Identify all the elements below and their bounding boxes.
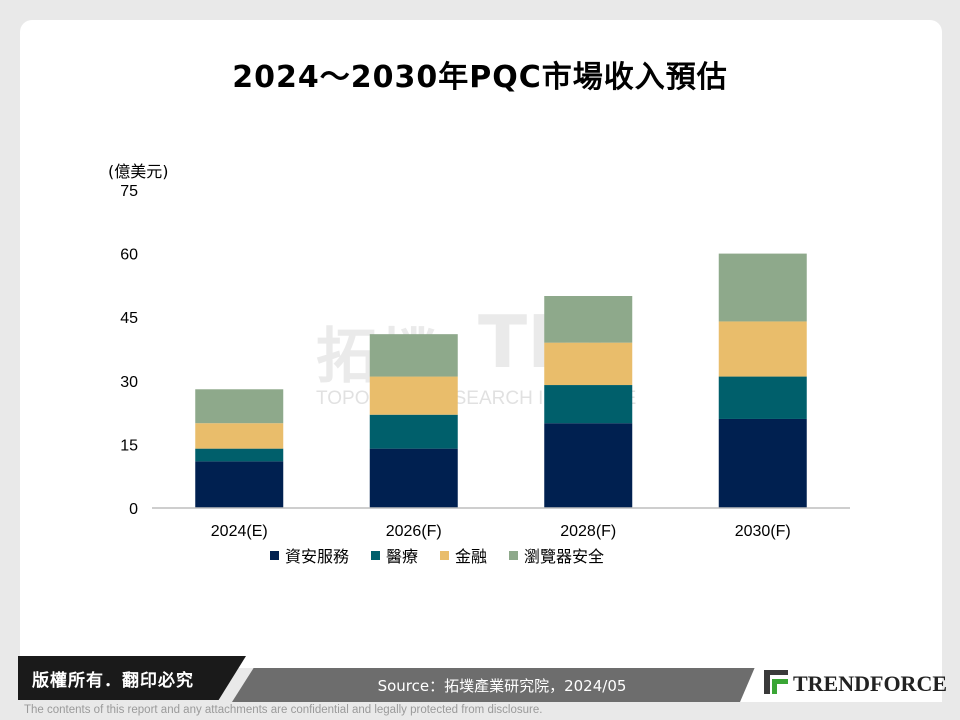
x-tick-label: 2030(F) — [735, 523, 791, 540]
legend-swatch — [440, 550, 450, 560]
legend-swatch — [509, 550, 519, 560]
x-tick-label: 2028(F) — [560, 523, 616, 540]
source-banner: Source：拓墣產業研究院，2024/05 — [232, 668, 772, 702]
bar-segment — [544, 296, 633, 343]
y-tick-label: 45 — [120, 310, 138, 327]
legend-item-browser-security: 瀏覽器安全 — [509, 543, 604, 567]
copyright-banner: 版權所有．翻印必究 — [18, 656, 246, 700]
bar-segment — [369, 376, 458, 415]
disclaimer-text: The contents of this report and any atta… — [24, 704, 543, 716]
legend-item-healthcare: 醫療 — [371, 543, 418, 567]
bar-segment — [195, 423, 284, 449]
trendforce-logo-icon — [764, 670, 788, 694]
bar-segment — [544, 423, 633, 508]
legend-label: 醫療 — [386, 547, 419, 566]
bar-segment — [195, 448, 284, 462]
bar-segment — [369, 334, 458, 377]
y-tick-label: 0 — [129, 501, 138, 518]
bar-segment — [369, 414, 458, 449]
bar-segment — [195, 461, 284, 508]
trendforce-logo-text: TRENDFORCE — [793, 671, 948, 696]
legend-item-finance: 金融 — [440, 543, 487, 567]
bar-segment — [544, 385, 633, 424]
bar-segment — [718, 418, 807, 508]
y-tick-label: 60 — [120, 247, 138, 264]
y-tick-label: 30 — [120, 374, 138, 391]
y-tick-label: 15 — [120, 437, 138, 454]
bar-segment — [718, 253, 807, 322]
chart-legend: 資安服務 醫療 金融 瀏覽器安全 — [270, 543, 604, 567]
legend-label: 金融 — [455, 547, 488, 566]
legend-swatch — [371, 550, 381, 560]
x-tick-label: 2026(F) — [386, 523, 442, 540]
bar-segment — [718, 321, 807, 377]
legend-swatch — [270, 550, 279, 560]
y-axis-unit-label: (億美元) — [108, 162, 169, 181]
legend-label: 資安服務 — [285, 547, 350, 566]
chart-title: 2024～2030年PQC市場收入預估 — [232, 60, 728, 95]
x-tick-label: 2024(E) — [211, 523, 268, 540]
legend-label: 瀏覽器安全 — [524, 547, 605, 566]
bar-segment — [195, 389, 284, 424]
bar-segment — [369, 448, 458, 508]
bar-segment — [718, 376, 807, 419]
legend-item-security-services: 資安服務 — [270, 543, 349, 567]
bar-segment — [544, 342, 633, 386]
y-tick-label: 75 — [120, 183, 138, 200]
